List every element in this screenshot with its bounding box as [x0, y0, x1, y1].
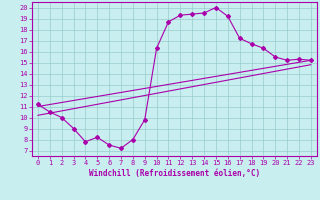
X-axis label: Windchill (Refroidissement éolien,°C): Windchill (Refroidissement éolien,°C) [89, 169, 260, 178]
